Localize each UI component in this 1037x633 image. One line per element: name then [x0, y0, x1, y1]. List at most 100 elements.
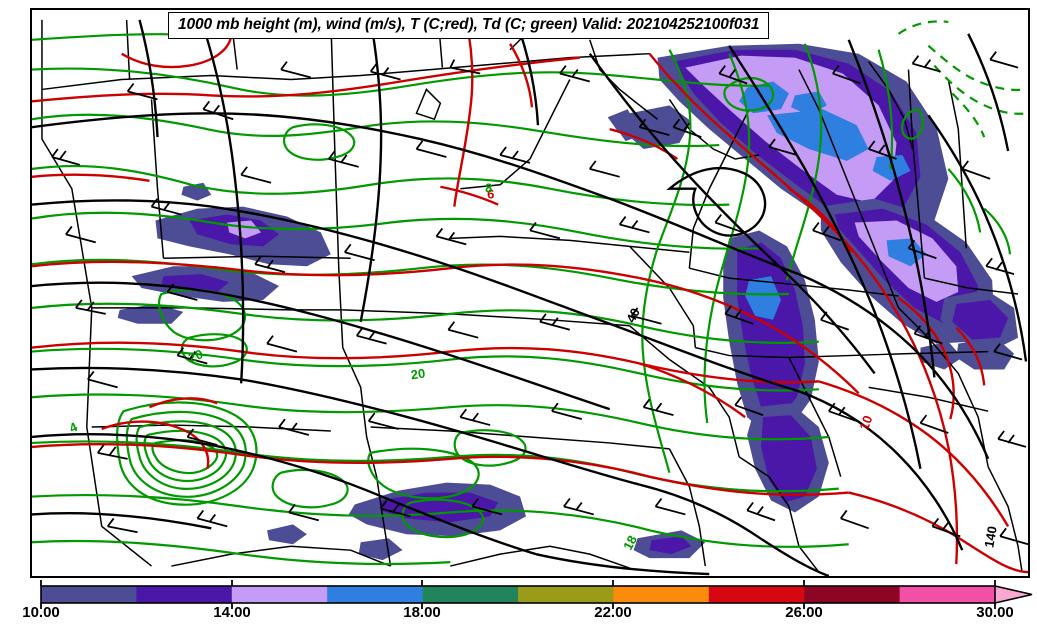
colorbar[interactable]: 10.00 14.00 18.00 22.00 26.00 30.00 — [0, 580, 1037, 633]
wind-barb — [176, 347, 208, 365]
wind-barb — [618, 216, 650, 234]
contour-label: 4 — [67, 419, 81, 436]
wind-barb — [447, 321, 479, 339]
wind-barb — [911, 55, 941, 73]
wind-barb — [166, 283, 198, 301]
wind-barb — [840, 509, 869, 530]
map-panel[interactable]: 6 40 20 20 10 18 140 4 8 — [30, 8, 1030, 578]
contour-label: 140 — [981, 525, 1000, 549]
contour-label: 18 — [620, 533, 640, 553]
wind-barb — [367, 412, 399, 430]
colorbar-segment — [41, 586, 137, 603]
wind-barb — [559, 65, 590, 83]
wind-barb — [499, 146, 531, 164]
shaded-region — [767, 109, 869, 161]
wind-barb — [196, 509, 228, 528]
colorbar-segment — [708, 586, 805, 603]
wind-barb — [961, 160, 991, 180]
shaded-field-layer — [117, 43, 1019, 561]
wind-barb — [266, 335, 298, 353]
shaded-region — [117, 303, 184, 324]
wind-barb — [97, 444, 128, 460]
colorbar-segment — [422, 586, 519, 603]
colorbar-tick-labels: 10.00 14.00 18.00 22.00 26.00 30.00 — [0, 604, 1037, 632]
wind-barb — [642, 398, 674, 417]
colorbar-segment — [613, 586, 710, 603]
wind-barb — [539, 313, 571, 331]
wind-barb — [654, 498, 686, 516]
wind-barb — [288, 503, 320, 522]
wind-barb — [993, 343, 1023, 361]
wind-barb — [280, 61, 312, 79]
contour-label: 20 — [186, 346, 205, 365]
wind-barb — [254, 255, 286, 274]
wind-barb — [563, 498, 594, 516]
height-contour-layer — [32, 19, 1028, 576]
shaded-region — [952, 299, 1009, 340]
wind-barb — [989, 51, 1019, 69]
colorbar-tick-label: 26.00 — [785, 604, 823, 621]
wind-barb — [867, 140, 897, 160]
wind-barb — [379, 499, 411, 518]
colorbar-tick-label: 18.00 — [403, 604, 441, 621]
wind-barb — [997, 430, 1027, 448]
wind-barb — [768, 138, 798, 156]
wind-barb — [724, 305, 754, 325]
wind-barb — [240, 166, 272, 184]
colorbar-swatches[interactable] — [0, 580, 1037, 610]
wind-barb — [415, 140, 447, 158]
wind-barb — [812, 221, 842, 242]
wind-barb — [672, 118, 702, 138]
shaded-region — [267, 524, 307, 545]
colorbar-tick-label: 10.00 — [22, 604, 60, 621]
map-canvas[interactable]: 6 40 20 20 10 18 140 4 8 — [32, 10, 1028, 576]
shaded-region — [739, 81, 789, 114]
wind-barb — [832, 65, 861, 85]
wind-barb — [186, 428, 218, 446]
contour-label: 20 — [410, 366, 426, 383]
wind-barb-layer — [51, 51, 1028, 546]
wind-barb — [126, 82, 158, 101]
wind-barb — [999, 527, 1028, 546]
colorbar-segment — [231, 586, 328, 603]
shaded-region — [761, 415, 817, 503]
wind-barb — [820, 311, 850, 331]
contour-label: 6 — [487, 187, 494, 202]
shaded-region — [649, 536, 692, 555]
colorbar-tick-label: 14.00 — [213, 604, 251, 621]
wind-barb — [344, 243, 375, 262]
wind-barb — [87, 370, 118, 389]
shaded-region — [745, 276, 781, 320]
contour-label-layer: 6 40 20 20 10 18 140 4 8 — [67, 181, 1000, 553]
wind-barb — [106, 517, 138, 534]
wind-barb — [65, 225, 96, 244]
wind-barb — [985, 257, 1015, 275]
wind-barb — [75, 299, 106, 315]
wind-barb — [278, 418, 310, 436]
wind-barb — [551, 402, 583, 420]
colorbar-segment — [899, 586, 996, 603]
wind-barb — [746, 501, 776, 522]
colorbar-segment — [327, 586, 424, 603]
shaded-region — [790, 91, 827, 116]
colorbar-over-swatch — [995, 586, 1032, 603]
shaded-region — [358, 538, 403, 561]
wind-barb — [919, 414, 949, 434]
colorbar-segment — [804, 586, 901, 603]
colorbar-segment — [518, 586, 614, 603]
colorbar-frame — [40, 585, 996, 604]
wind-barb — [459, 408, 491, 426]
wind-barb — [471, 498, 503, 516]
wind-barb — [435, 227, 467, 246]
wind-barb — [51, 148, 81, 166]
wind-barb — [907, 239, 937, 260]
wind-barb — [449, 59, 481, 75]
colorbar-segment — [136, 586, 233, 603]
wind-barb — [718, 65, 748, 85]
colorbar-ticks — [40, 580, 996, 609]
wind-barb — [913, 325, 943, 345]
contour-label: 40 — [623, 305, 643, 325]
wind-barb — [202, 100, 234, 121]
wind-barb — [630, 307, 662, 325]
